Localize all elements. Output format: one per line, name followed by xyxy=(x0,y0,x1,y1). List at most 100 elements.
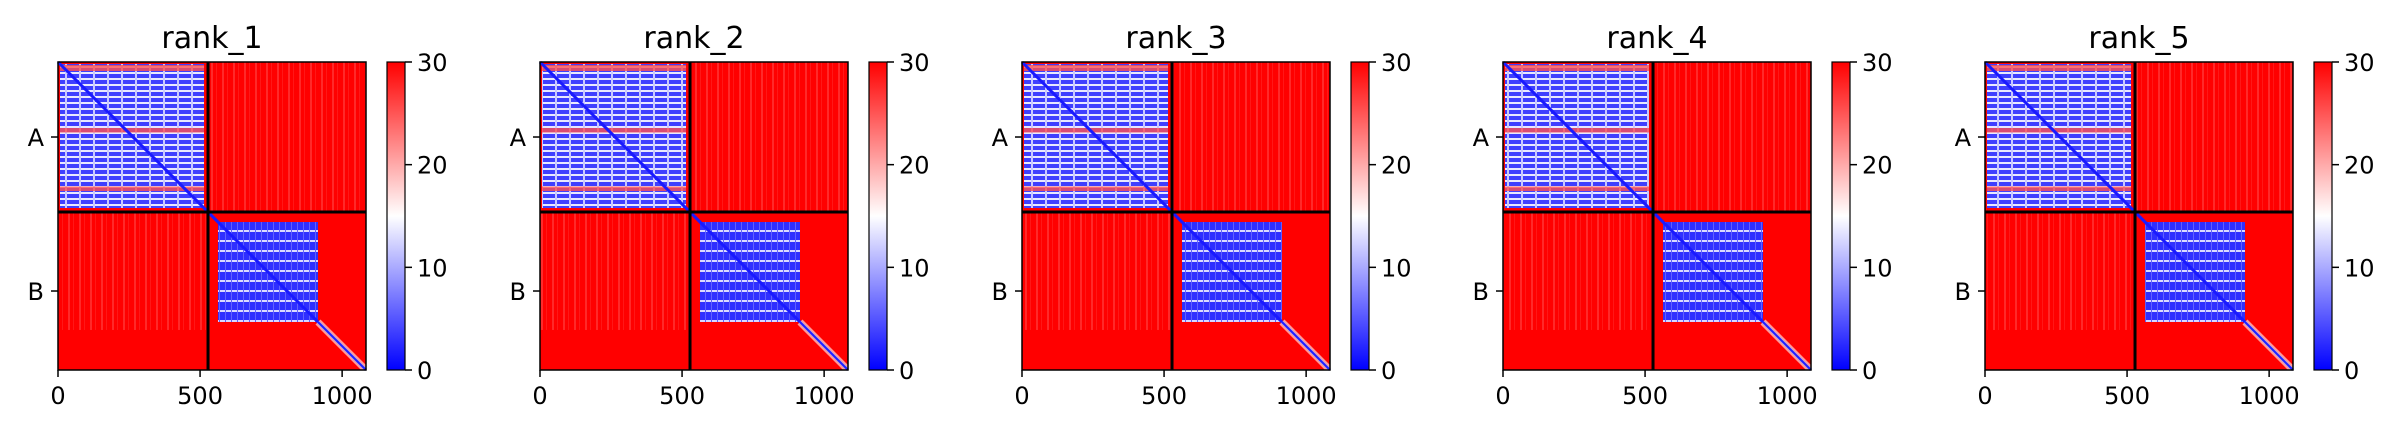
colorbar-tick-label: 30 xyxy=(2344,49,2375,77)
diagonal xyxy=(56,60,368,372)
panel-rank_4: rank_4 0 500 1000 A B 0 10 20 30 xyxy=(1473,21,1893,410)
chain-a-flexible-band xyxy=(1024,128,1169,133)
colorbar xyxy=(1831,61,1851,371)
panel-rank_1: rank_1 0 500 1000 A B 0 10 20 30 xyxy=(28,21,448,410)
chain-a-flexible-band xyxy=(1987,128,2132,133)
diagonal xyxy=(1020,60,1332,372)
tail-diagonal-core xyxy=(2244,321,2294,371)
panel-rank_5: rank_5 0 500 1000 A B 0 10 20 30 xyxy=(1955,21,2375,410)
chain-label: A xyxy=(28,124,45,152)
x-tick-label: 1000 xyxy=(794,382,855,410)
colorbar-tick-label: 0 xyxy=(899,357,914,385)
block-B-A xyxy=(540,212,691,330)
heatmap-frame xyxy=(1502,61,1812,371)
chain-label: B xyxy=(510,278,526,306)
colorbar-tick-label: 10 xyxy=(1381,254,1412,282)
diagonal xyxy=(1983,60,2295,372)
x-tick-label: 1000 xyxy=(1276,382,1337,410)
panel-title: rank_3 xyxy=(1125,21,1226,56)
panel-title: rank_1 xyxy=(161,21,262,56)
chain-a-flexible-band xyxy=(542,186,687,192)
colorbar-tick-label: 30 xyxy=(1862,49,1893,77)
x-tick-label: 0 xyxy=(1014,382,1029,410)
colorbar-tick-label: 30 xyxy=(1381,49,1412,77)
chain-label: A xyxy=(992,124,1009,152)
chain-a-flexible-band xyxy=(1987,186,2132,192)
chain-a-flexible-band xyxy=(60,186,205,192)
chain-label: A xyxy=(1955,124,1972,152)
panel-rank_2: rank_2 0 500 1000 A B 0 10 20 30 xyxy=(510,21,930,410)
heatmap-frame xyxy=(57,61,367,371)
block-A-B xyxy=(1172,62,1330,213)
panel-title: rank_4 xyxy=(1606,21,1707,56)
chain-a-flexible-band xyxy=(1024,186,1169,192)
colorbar-tick-label: 10 xyxy=(899,254,930,282)
colorbar xyxy=(1350,61,1370,371)
x-tick-label: 0 xyxy=(1495,382,1510,410)
tail-diagonal-core xyxy=(799,321,849,371)
x-tick-label: 0 xyxy=(532,382,547,410)
x-tick-label: 500 xyxy=(2104,382,2150,410)
colorbar-tick-label: 0 xyxy=(1862,357,1877,385)
chain-a-flexible-band xyxy=(1987,65,2132,72)
diagonal xyxy=(538,60,850,372)
colorbar-tick-label: 10 xyxy=(1862,254,1893,282)
colorbar xyxy=(2313,61,2333,371)
chain-label: B xyxy=(1473,278,1489,306)
x-tick-label: 0 xyxy=(50,382,65,410)
chain-label: B xyxy=(28,278,44,306)
colorbar-tick-label: 20 xyxy=(1862,152,1893,180)
chain-label: B xyxy=(992,278,1008,306)
chain-a-flexible-band xyxy=(1505,186,1650,192)
x-tick-label: 500 xyxy=(659,382,705,410)
heatmap-frame xyxy=(1984,61,2294,371)
chain-a-flexible-band xyxy=(1505,128,1650,133)
block-A-B xyxy=(2135,62,2293,213)
colorbar xyxy=(386,61,406,371)
block-B-A xyxy=(1985,212,2136,330)
colorbar-tick-label: 0 xyxy=(2344,357,2359,385)
block-B-A xyxy=(1022,212,1173,330)
tail-diagonal-core xyxy=(1281,321,1331,371)
chain-a-flexible-band xyxy=(60,128,205,133)
colorbar-tick-label: 0 xyxy=(417,357,432,385)
block-B-A xyxy=(58,212,209,330)
block-A-B xyxy=(208,62,366,213)
chain-label: A xyxy=(510,124,527,152)
heatmap-frame xyxy=(1021,61,1331,371)
panel-rank_3: rank_3 0 500 1000 A B 0 10 20 30 xyxy=(992,21,1412,410)
x-tick-label: 500 xyxy=(1141,382,1187,410)
heatmap-frame xyxy=(539,61,849,371)
x-tick-label: 500 xyxy=(177,382,223,410)
x-tick-label: 500 xyxy=(1622,382,1668,410)
tail-diagonal-core xyxy=(1762,321,1812,371)
x-tick-label: 1000 xyxy=(1757,382,1818,410)
colorbar-tick-label: 10 xyxy=(2344,254,2375,282)
diagonal xyxy=(1501,60,1813,372)
colorbar-tick-label: 20 xyxy=(2344,152,2375,180)
block-A-B xyxy=(1653,62,1811,213)
colorbar-tick-label: 10 xyxy=(417,254,448,282)
chain-label: B xyxy=(1955,278,1971,306)
colorbar-tick-label: 20 xyxy=(417,152,448,180)
block-A-B xyxy=(690,62,848,213)
block-B-A xyxy=(1503,212,1654,330)
chain-a-flexible-band xyxy=(1505,65,1650,72)
colorbar-tick-label: 30 xyxy=(417,49,448,77)
chain-a-flexible-band xyxy=(60,65,205,72)
colorbar-tick-label: 0 xyxy=(1381,357,1396,385)
x-tick-label: 1000 xyxy=(2239,382,2300,410)
chain-label: A xyxy=(1473,124,1490,152)
x-tick-label: 0 xyxy=(1977,382,1992,410)
chain-a-flexible-band xyxy=(542,128,687,133)
panel-title: rank_2 xyxy=(643,21,744,56)
chain-a-flexible-band xyxy=(542,65,687,72)
colorbar xyxy=(868,61,888,371)
panel-title: rank_5 xyxy=(2088,21,2189,56)
tail-diagonal-core xyxy=(317,321,367,371)
colorbar-tick-label: 20 xyxy=(1381,152,1412,180)
x-tick-label: 1000 xyxy=(312,382,373,410)
colorbar-tick-label: 30 xyxy=(899,49,930,77)
chain-a-flexible-band xyxy=(1024,65,1169,72)
